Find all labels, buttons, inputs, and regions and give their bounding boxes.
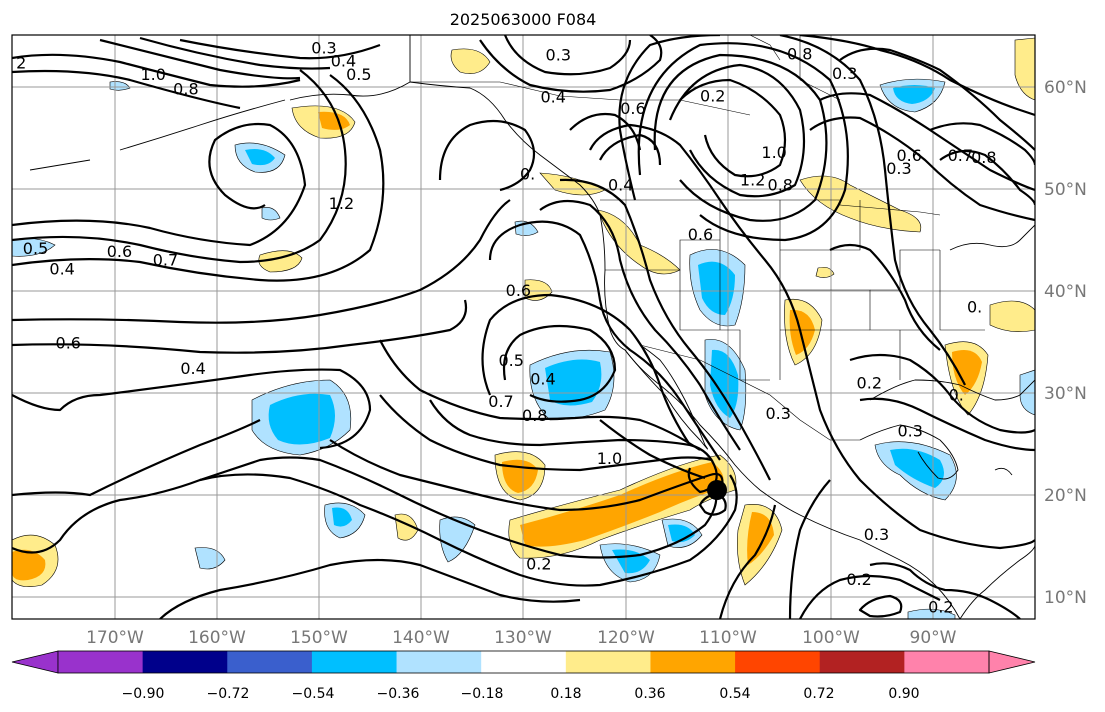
- colorbar-tick: 0.18: [550, 686, 581, 702]
- contour-label: 0.4: [331, 52, 356, 71]
- contour-label: 0.2: [526, 555, 551, 574]
- contour-label: 0.: [967, 298, 982, 317]
- colorbar-segment: [650, 651, 736, 673]
- colorbar-tick-labels: −0.90 −0.72 −0.54 −0.36 −0.18 0.18 0.36 …: [122, 686, 920, 702]
- colorbar-segment: [396, 651, 482, 673]
- contour-label: 0.7: [153, 250, 178, 269]
- lon-tick: 100°W: [802, 628, 860, 648]
- political-borders: [410, 35, 985, 441]
- longitude-axis: 170°W 160°W 150°W 140°W 130°W 120°W 110°…: [86, 628, 957, 648]
- contour-label: 0.3: [886, 159, 911, 178]
- lon-tick: 130°W: [494, 628, 552, 648]
- contour-label: 0.8: [787, 44, 812, 63]
- contour-label: 0.: [949, 386, 964, 405]
- colorbar-extend-max: [988, 650, 1036, 674]
- map-content: 0.30.40.51.00.821.20.50.40.6 0.70.60.40.3…: [12, 35, 1035, 619]
- colorbar-segment: [735, 651, 821, 673]
- contour-label: 0.4: [530, 369, 555, 388]
- contour-label: 0.6: [896, 146, 921, 165]
- contour-label: 1.2: [740, 170, 765, 189]
- contour-label: 0.7: [488, 392, 513, 411]
- contour-label: 0.8: [971, 148, 996, 167]
- contour-label: 0.4: [49, 260, 74, 279]
- colorbar-extend-min: [11, 650, 59, 674]
- colorbar-tick: −0.54: [292, 686, 335, 702]
- low-center-marker: [707, 480, 727, 500]
- contour-label: 2: [16, 54, 26, 73]
- latitude-axis: 60°N 50°N 40°N 30°N 20°N 10°N: [1044, 78, 1087, 608]
- contour-label: 0.2: [928, 598, 953, 617]
- contour-label-layer: 0.30.40.51.00.821.20.50.40.6 0.70.60.40.3…: [16, 38, 996, 617]
- figure-title: 2025063000 F084: [450, 10, 597, 29]
- lat-tick: 40°N: [1044, 282, 1087, 302]
- colorbar-segment: [819, 651, 905, 673]
- lon-tick: 160°W: [188, 628, 246, 648]
- contour-label: 0.4: [608, 176, 633, 195]
- contour-label: 0.3: [546, 45, 571, 64]
- colorbar-tick: −0.72: [207, 686, 250, 702]
- contour-label: 0.8: [173, 79, 198, 98]
- contour-label: 1.2: [329, 194, 354, 213]
- colorbar-tick: 0.72: [803, 686, 834, 702]
- contour-label: 0.: [520, 164, 535, 183]
- colorbar-segment: [58, 651, 144, 673]
- colorbar-segment: [311, 651, 398, 673]
- contour-label: 0.3: [311, 38, 336, 57]
- contour-label: 0.2: [700, 86, 725, 105]
- lon-tick: 120°W: [597, 628, 655, 648]
- colorbar-tick: 0.54: [719, 686, 750, 702]
- colorbar-tick: −0.90: [122, 686, 165, 702]
- contour-label: 0.3: [766, 404, 791, 423]
- colorbar-segment: [142, 651, 228, 673]
- lat-tick: 10°N: [1044, 588, 1087, 608]
- lon-tick: 90°W: [910, 628, 957, 648]
- contour-label: 0.3: [864, 525, 889, 544]
- contour-label: 0.5: [346, 65, 371, 84]
- contour-label: 0.4: [540, 87, 565, 106]
- contour-label: 0.6: [620, 99, 645, 118]
- colorbar-segment: [227, 651, 313, 673]
- contour-label: 0.7: [948, 146, 973, 165]
- contour-label: 0.3: [832, 64, 857, 83]
- contour-label: 0.6: [107, 242, 132, 261]
- contour-label: 1.0: [140, 65, 165, 84]
- colorbar-segment: [904, 651, 990, 673]
- contour-label: 1.0: [597, 449, 622, 468]
- contour-label: 0.8: [768, 176, 793, 195]
- contour-label: 0.5: [498, 351, 523, 370]
- contour-label: 0.2: [857, 373, 882, 392]
- contour-label: 0.8: [522, 406, 547, 425]
- lat-tick: 30°N: [1044, 384, 1087, 404]
- colorbar-tick: −0.36: [377, 686, 420, 702]
- lat-tick: 50°N: [1044, 180, 1087, 200]
- contour-label: 0.4: [180, 359, 205, 378]
- contour-label: 0.5: [23, 239, 48, 258]
- lon-tick: 110°W: [699, 628, 757, 648]
- contour-label: 0.2: [846, 570, 871, 589]
- colorbar: [11, 650, 1036, 674]
- colorbar-frame: [57, 650, 990, 674]
- lon-tick: 140°W: [392, 628, 450, 648]
- colorbar-segment: [565, 651, 651, 673]
- contour-label: 0.6: [688, 225, 713, 244]
- map-frame: [11, 34, 1036, 620]
- colorbar-tick: 0.90: [888, 686, 919, 702]
- colorbar-segment: [481, 651, 567, 673]
- contour-label: 0.6: [506, 281, 531, 300]
- lon-tick: 170°W: [86, 628, 144, 648]
- contour-lines: [12, 35, 1035, 619]
- contour-label: 0.3: [897, 422, 922, 441]
- colorbar-tick: 0.36: [634, 686, 665, 702]
- lat-tick: 20°N: [1044, 486, 1087, 506]
- colorbar-tick: −0.18: [461, 686, 504, 702]
- contour-label: 1.0: [761, 143, 786, 162]
- lat-tick: 60°N: [1044, 78, 1087, 98]
- contour-label: 0.6: [56, 333, 81, 352]
- lon-tick: 150°W: [290, 628, 348, 648]
